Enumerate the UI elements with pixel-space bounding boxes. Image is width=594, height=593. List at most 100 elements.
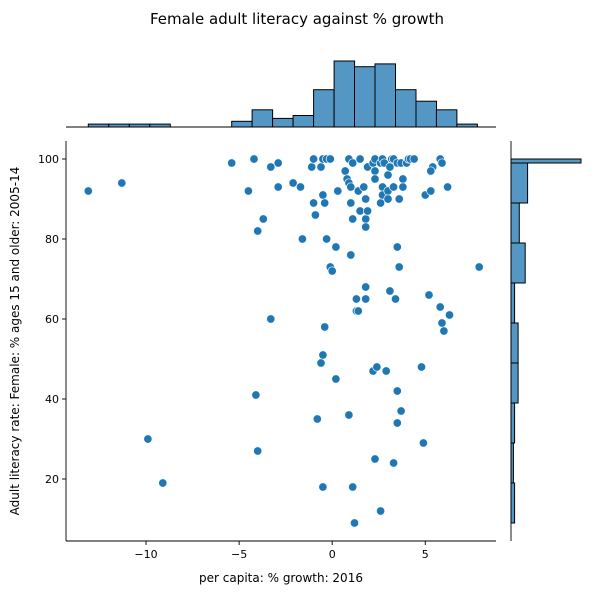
scatter-point <box>340 166 350 176</box>
scatter-point <box>316 162 326 172</box>
scatter-point <box>355 154 365 164</box>
scatter-point <box>307 162 317 172</box>
scatter-point <box>381 366 391 376</box>
right-histogram <box>510 141 582 541</box>
scatter-point <box>383 194 393 204</box>
scatter-point <box>437 318 447 328</box>
scatter-point <box>361 222 371 232</box>
x-ticks: −10 −5 0 5 <box>134 541 429 561</box>
x-histogram-bar <box>272 117 294 128</box>
scatter-point <box>443 182 453 192</box>
scatter-point <box>251 390 261 400</box>
y-tick-label: 20 <box>45 473 59 486</box>
y-histogram-bar <box>510 362 519 404</box>
scatter-point <box>372 362 382 372</box>
scatter-point <box>355 206 365 216</box>
scatter-point <box>318 190 328 200</box>
scatter-point <box>409 154 419 164</box>
scatter-point <box>383 170 393 180</box>
scatter-point <box>333 186 343 196</box>
y-tick-label: 80 <box>45 233 59 246</box>
scatter-point <box>318 350 328 360</box>
scatter-point <box>316 358 326 368</box>
scatter-point <box>398 182 408 192</box>
scatter-panel: −10 −5 0 5 20 40 60 80 100 <box>38 141 496 561</box>
x-tick-label: −5 <box>231 548 247 561</box>
scatter-point <box>348 214 358 224</box>
x-tick-label: 0 <box>329 548 336 561</box>
scatter-point <box>325 154 335 164</box>
scatter-point <box>376 506 386 516</box>
scatter-point <box>435 302 445 312</box>
scatter-point <box>266 162 276 172</box>
x-histogram-bar <box>231 120 253 128</box>
scatter-points <box>83 154 484 528</box>
scatter-point <box>426 186 436 196</box>
scatter-point <box>258 214 268 224</box>
scatter-point <box>398 174 408 184</box>
scatter-point <box>359 182 369 192</box>
chart-title: Female adult literacy against % growth <box>150 10 444 28</box>
scatter-point <box>370 166 380 176</box>
x-histogram-bar <box>374 63 396 128</box>
y-tick-label: 100 <box>38 153 59 166</box>
x-histogram-bar <box>354 66 376 128</box>
scatter-point <box>426 166 436 176</box>
x-histogram-bar <box>292 115 315 128</box>
scatter-point <box>312 414 322 424</box>
scatter-point <box>385 286 395 296</box>
y-histogram-bar <box>510 282 516 324</box>
scatter-point <box>389 182 399 192</box>
y-histogram-bar <box>510 162 529 204</box>
scatter-point <box>309 198 319 208</box>
scatter-point <box>418 438 428 448</box>
y-histogram-bar <box>510 402 516 444</box>
scatter-point <box>310 210 320 220</box>
scatter-point <box>318 482 328 492</box>
scatter-point <box>394 262 404 272</box>
scatter-point <box>346 198 356 208</box>
x-histogram-bar <box>313 89 335 128</box>
scatter-point <box>370 174 380 184</box>
scatter-point <box>348 482 358 492</box>
scatter-point <box>243 186 253 196</box>
scatter-point <box>143 434 153 444</box>
y-histogram-bar <box>510 202 520 244</box>
scatter-point <box>396 406 406 416</box>
y-histogram-bar <box>510 158 582 164</box>
scatter-point <box>295 182 306 192</box>
x-tick-label: 5 <box>422 548 429 561</box>
scatter-point <box>385 162 395 172</box>
scatter-point <box>474 262 484 272</box>
scatter-point <box>416 362 427 372</box>
scatter-point <box>351 294 361 304</box>
scatter-point <box>361 282 371 292</box>
scatter-point <box>331 242 341 252</box>
scatter-point <box>273 158 283 168</box>
x-tick-label: −10 <box>134 548 157 561</box>
scatter-point <box>361 194 371 204</box>
scatter-point <box>227 158 237 168</box>
scatter-point <box>349 518 360 528</box>
scatter-point <box>439 326 449 336</box>
y-histogram-bar <box>510 482 516 524</box>
scatter-point <box>346 182 356 192</box>
scatter-point <box>353 306 363 316</box>
y-histogram-bar <box>510 322 519 364</box>
x-histogram-bar <box>251 109 274 128</box>
scatter-point <box>266 314 276 324</box>
y-ticks: 20 40 60 80 100 <box>38 153 66 486</box>
scatter-point <box>361 294 371 304</box>
scatter-point <box>249 154 259 164</box>
scatter-point <box>424 290 434 300</box>
y-histogram-bar <box>510 242 526 284</box>
scatter-point <box>320 198 330 208</box>
scatter-point <box>327 266 337 276</box>
scatter-point <box>83 186 93 196</box>
scatter-point <box>376 198 386 208</box>
scatter-point <box>437 158 447 168</box>
scatter-point <box>253 226 263 236</box>
scatter-point <box>389 458 399 468</box>
scatter-point <box>309 154 319 164</box>
